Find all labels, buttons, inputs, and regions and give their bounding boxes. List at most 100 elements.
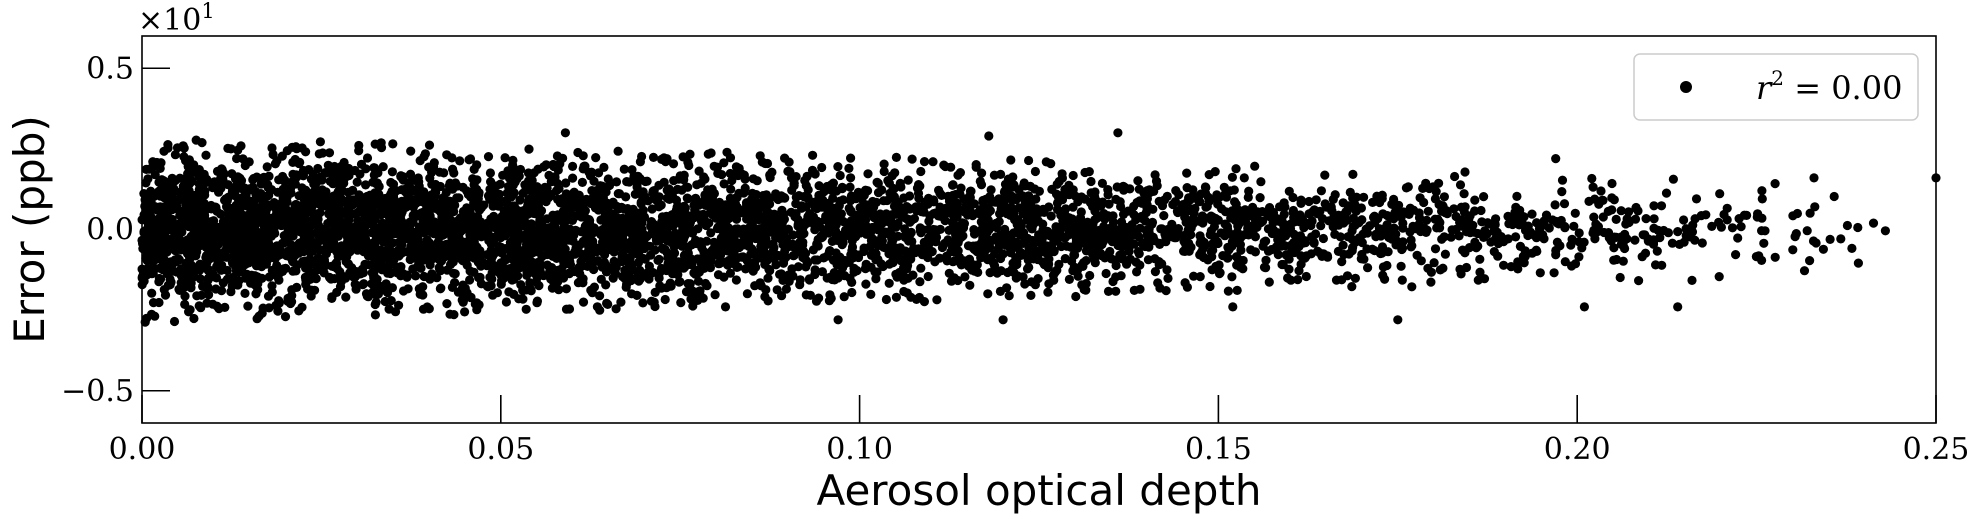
data-point bbox=[1200, 182, 1210, 192]
data-point bbox=[450, 178, 461, 188]
data-point bbox=[1183, 225, 1193, 235]
data-point bbox=[965, 206, 975, 216]
data-point bbox=[724, 207, 734, 217]
data-point bbox=[616, 222, 627, 232]
data-point bbox=[330, 259, 340, 269]
data-point bbox=[778, 258, 789, 268]
data-point bbox=[1090, 215, 1100, 225]
data-point bbox=[1802, 226, 1812, 236]
data-point bbox=[628, 232, 638, 242]
data-point bbox=[529, 168, 539, 178]
data-point bbox=[157, 175, 167, 185]
data-point bbox=[313, 225, 323, 236]
data-point bbox=[322, 232, 332, 242]
data-point bbox=[293, 208, 303, 218]
data-point bbox=[781, 237, 791, 247]
data-point bbox=[1825, 234, 1835, 244]
data-point bbox=[248, 232, 258, 242]
data-point bbox=[1018, 272, 1028, 282]
data-point bbox=[1221, 192, 1232, 202]
data-point bbox=[867, 209, 877, 219]
data-point bbox=[847, 242, 858, 252]
data-point bbox=[472, 200, 482, 210]
data-point bbox=[1527, 209, 1537, 219]
data-point bbox=[328, 179, 338, 189]
data-point bbox=[561, 284, 572, 294]
data-point bbox=[201, 150, 211, 160]
data-point bbox=[1331, 275, 1342, 285]
data-point bbox=[1550, 200, 1560, 210]
data-point bbox=[742, 289, 753, 299]
data-point bbox=[313, 163, 323, 174]
data-point bbox=[232, 210, 242, 220]
data-point bbox=[915, 181, 925, 191]
data-point bbox=[1339, 218, 1349, 228]
data-point bbox=[435, 264, 445, 274]
data-point bbox=[267, 143, 277, 153]
data-point bbox=[369, 163, 379, 173]
data-point bbox=[1459, 189, 1469, 199]
data-point bbox=[568, 173, 578, 183]
data-point bbox=[1479, 274, 1490, 284]
data-point bbox=[692, 269, 702, 279]
data-point bbox=[196, 231, 206, 241]
data-point bbox=[243, 301, 253, 311]
data-point bbox=[878, 261, 888, 272]
data-point bbox=[779, 192, 789, 203]
data-point bbox=[1284, 186, 1294, 196]
data-point bbox=[1430, 214, 1440, 224]
data-point bbox=[613, 189, 623, 199]
data-point bbox=[160, 290, 171, 300]
data-point bbox=[693, 276, 704, 286]
data-point bbox=[618, 231, 628, 241]
data-point bbox=[1273, 250, 1283, 260]
data-point bbox=[429, 217, 440, 227]
data-point bbox=[916, 166, 926, 177]
data-point bbox=[378, 222, 388, 232]
data-point bbox=[1707, 221, 1717, 231]
data-point bbox=[1397, 244, 1407, 255]
data-point bbox=[445, 309, 455, 319]
data-point bbox=[580, 221, 590, 231]
data-point bbox=[965, 280, 975, 290]
data-point bbox=[591, 202, 601, 212]
data-point bbox=[1788, 245, 1798, 255]
data-point bbox=[950, 220, 960, 230]
data-point bbox=[1836, 234, 1846, 244]
data-point bbox=[1289, 229, 1299, 239]
data-point bbox=[142, 313, 152, 323]
data-point bbox=[654, 254, 664, 264]
data-point bbox=[506, 217, 516, 227]
data-point bbox=[1343, 201, 1353, 211]
data-point bbox=[1641, 214, 1651, 224]
data-point bbox=[466, 293, 476, 303]
data-point bbox=[668, 187, 678, 197]
data-point bbox=[206, 223, 216, 233]
data-point bbox=[465, 154, 476, 164]
data-point bbox=[193, 222, 203, 232]
data-point bbox=[304, 165, 314, 175]
data-point bbox=[351, 234, 361, 244]
data-point bbox=[485, 168, 495, 178]
data-point bbox=[825, 272, 835, 282]
data-point bbox=[453, 287, 463, 297]
data-point bbox=[195, 274, 205, 284]
data-point bbox=[998, 239, 1009, 249]
data-point bbox=[627, 260, 637, 270]
data-point bbox=[1808, 236, 1819, 246]
data-point bbox=[538, 242, 548, 252]
data-point bbox=[1133, 176, 1143, 186]
data-point bbox=[576, 208, 586, 218]
data-point bbox=[208, 272, 219, 282]
data-point bbox=[1853, 222, 1863, 233]
data-point bbox=[1205, 281, 1215, 292]
data-point bbox=[408, 202, 418, 212]
data-point bbox=[1100, 214, 1110, 224]
data-point bbox=[147, 288, 157, 298]
data-point bbox=[339, 157, 349, 168]
data-point bbox=[632, 249, 643, 259]
data-point bbox=[1350, 220, 1360, 230]
data-point bbox=[487, 274, 497, 284]
data-point bbox=[465, 266, 475, 276]
data-point bbox=[415, 196, 425, 206]
